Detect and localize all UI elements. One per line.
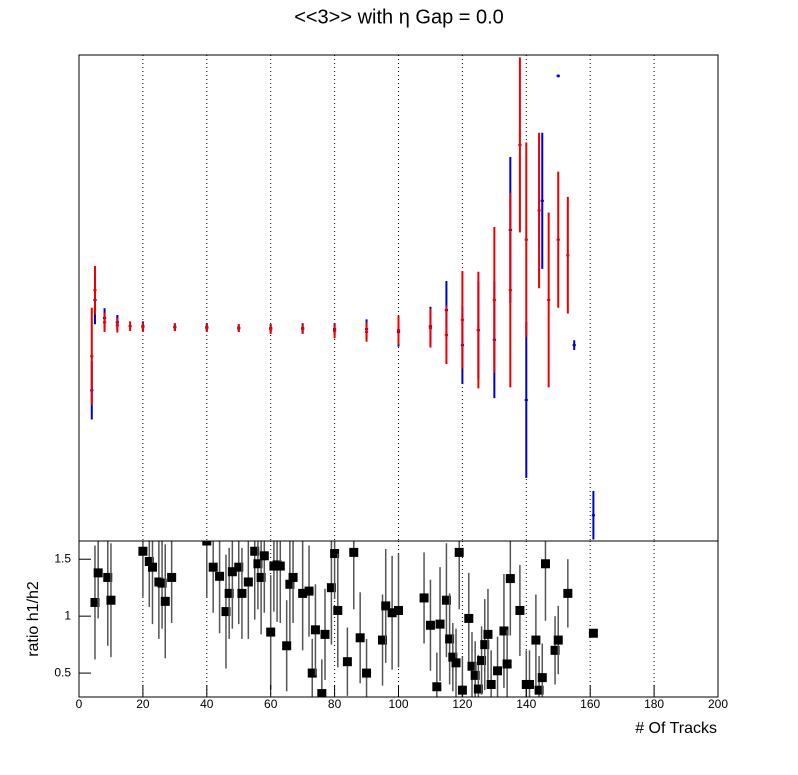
- y-tick-label: 0.5: [54, 665, 71, 679]
- point: [534, 685, 544, 695]
- point: [237, 588, 247, 598]
- point: [93, 568, 103, 578]
- x-tick-label: 60: [264, 697, 278, 711]
- point: [588, 628, 598, 638]
- point: [394, 605, 403, 615]
- point: [381, 601, 391, 611]
- point: [243, 577, 253, 587]
- point: [480, 640, 490, 650]
- point: [307, 668, 317, 678]
- point: [275, 561, 285, 571]
- point: [106, 595, 116, 605]
- point: [259, 551, 269, 561]
- point: [550, 645, 560, 655]
- point: [224, 588, 234, 598]
- point: [419, 593, 429, 603]
- point: [432, 682, 442, 692]
- top-plot: [90, 55, 655, 541]
- point: [445, 634, 455, 644]
- point: [250, 546, 260, 556]
- chart-title: <<3>> with η Gap = 0.0: [294, 6, 504, 28]
- point: [282, 641, 292, 651]
- point: [160, 596, 170, 606]
- point: [285, 579, 295, 589]
- point: [317, 689, 327, 697]
- point: [441, 595, 451, 605]
- x-tick-label: 20: [136, 697, 150, 711]
- point: [362, 668, 372, 678]
- point: [320, 629, 330, 639]
- point: [227, 567, 237, 577]
- bottom-plot: [90, 541, 655, 697]
- point: [486, 679, 496, 689]
- x-tick-label: 80: [328, 697, 342, 711]
- y-tick-label: 1.5: [54, 551, 71, 565]
- point: [483, 629, 493, 639]
- point: [144, 556, 154, 566]
- point: [298, 588, 308, 598]
- point: [288, 572, 298, 582]
- point: [215, 571, 225, 581]
- y-tick-label: 1: [64, 608, 71, 622]
- point: [333, 605, 343, 615]
- point: [464, 613, 474, 623]
- x-tick-label: 180: [644, 697, 664, 711]
- point: [540, 559, 550, 569]
- x-tick-label: 160: [580, 697, 600, 711]
- point: [378, 635, 388, 645]
- point: [505, 574, 515, 584]
- point: [435, 619, 445, 629]
- point: [448, 652, 458, 662]
- point: [256, 572, 266, 582]
- point: [524, 679, 534, 689]
- point: [103, 572, 113, 582]
- point: [553, 635, 563, 645]
- x-tick-label: 200: [708, 697, 728, 711]
- point: [451, 658, 461, 668]
- y-axis-label: ratio h1/h2: [25, 581, 42, 657]
- point: [425, 620, 435, 630]
- point: [563, 588, 573, 598]
- point: [454, 547, 464, 557]
- point: [266, 627, 276, 637]
- point: [387, 608, 397, 618]
- point: [304, 586, 314, 596]
- point: [330, 549, 340, 559]
- point: [221, 607, 231, 617]
- x-tick-label: 120: [452, 697, 472, 711]
- x-tick-label: 0: [76, 697, 83, 711]
- point: [467, 661, 477, 671]
- point: [234, 562, 244, 572]
- point: [531, 635, 541, 645]
- x-axis-label: # Of Tracks: [635, 720, 717, 737]
- point: [499, 626, 509, 636]
- point: [355, 633, 365, 643]
- point: [310, 625, 320, 635]
- point: [477, 656, 487, 666]
- point: [167, 572, 177, 582]
- point: [515, 605, 525, 615]
- point: [502, 659, 512, 669]
- x-tick-label: 140: [516, 697, 536, 711]
- point: [342, 657, 352, 667]
- point: [90, 597, 100, 607]
- point: [326, 583, 336, 593]
- point: [157, 578, 167, 588]
- point: [537, 673, 547, 683]
- point: [208, 562, 218, 572]
- point: [253, 559, 263, 569]
- point: [138, 546, 148, 556]
- point: [473, 684, 483, 694]
- point: [470, 670, 480, 680]
- x-tick-label: 40: [200, 697, 214, 711]
- point: [147, 562, 157, 572]
- point: [349, 547, 359, 557]
- point: [202, 541, 212, 546]
- x-tick-label: 100: [388, 697, 408, 711]
- point: [493, 666, 503, 676]
